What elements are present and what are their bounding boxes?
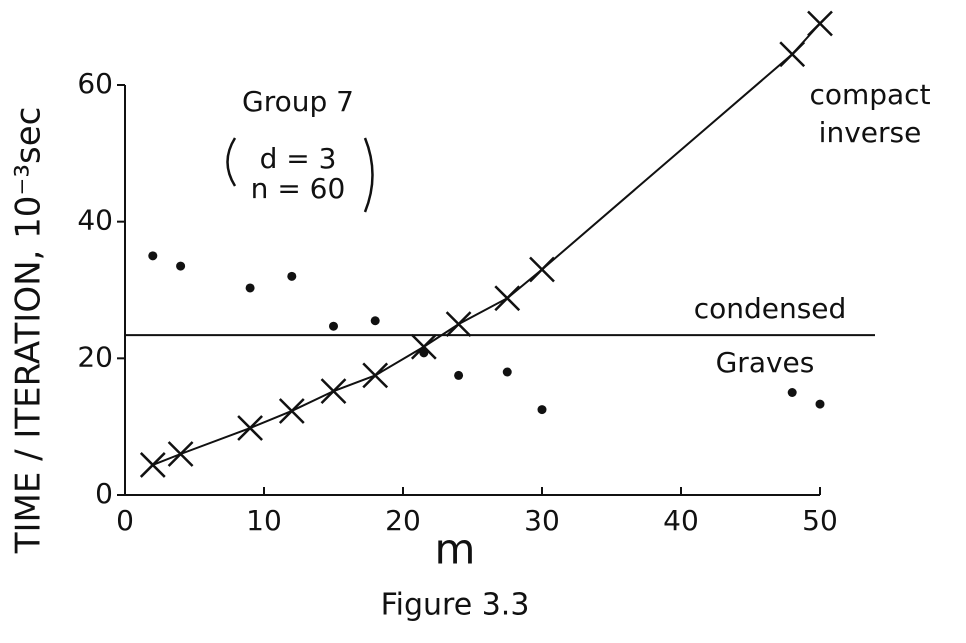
paren-left: [226, 137, 237, 187]
dot-marker: [815, 399, 825, 409]
y-tick-label: 60: [77, 67, 113, 100]
x-marker: [807, 10, 833, 37]
x-marker: [237, 415, 263, 441]
x-tick-label: 40: [663, 504, 699, 537]
dot-marker: [419, 348, 429, 358]
dot-marker: [148, 251, 158, 261]
x-marker: [167, 441, 194, 467]
x-marker: [779, 41, 806, 68]
paren-right: [363, 137, 374, 213]
x-marker: [494, 285, 521, 312]
x-marker: [278, 398, 305, 424]
x-marker: [362, 362, 389, 389]
series-label: compact inverse: [809, 78, 930, 149]
dot-marker: [329, 321, 338, 331]
series-line: [152, 22, 821, 466]
dot-marker: [287, 271, 297, 281]
x-tick-label: 20: [385, 504, 421, 537]
annotation: d = 3: [260, 142, 337, 175]
x-tick-label: 0: [116, 504, 134, 537]
dot-marker: [176, 261, 186, 271]
reference-label: condensed: [694, 292, 847, 325]
y-axis-label: TIME / ITERATION, 10⁻³sec: [9, 107, 49, 555]
dot-marker: [454, 370, 464, 380]
x-marker: [529, 256, 555, 283]
x-tick-label: 50: [802, 504, 838, 537]
x-marker: [410, 333, 437, 360]
x-marker: [445, 311, 472, 338]
dot-marker: [370, 316, 380, 326]
x-tick-label: 10: [246, 504, 282, 537]
series-label: Graves: [716, 346, 815, 379]
x-tick-label: 30: [524, 504, 560, 537]
chart-title: Figure 3.3: [381, 588, 530, 623]
dot-marker: [537, 405, 547, 415]
y-tick-label: 40: [77, 204, 113, 237]
y-tick-label: 0: [95, 477, 113, 510]
x-axis-label: m: [435, 525, 476, 574]
x-marker: [320, 378, 347, 405]
annotation: n = 60: [251, 172, 346, 205]
dot-marker: [245, 283, 255, 293]
annotation: Group 7: [242, 85, 354, 118]
x-marker: [139, 452, 166, 478]
dot-marker: [787, 388, 797, 397]
y-tick-label: 20: [77, 340, 113, 373]
dot-marker: [502, 367, 512, 377]
